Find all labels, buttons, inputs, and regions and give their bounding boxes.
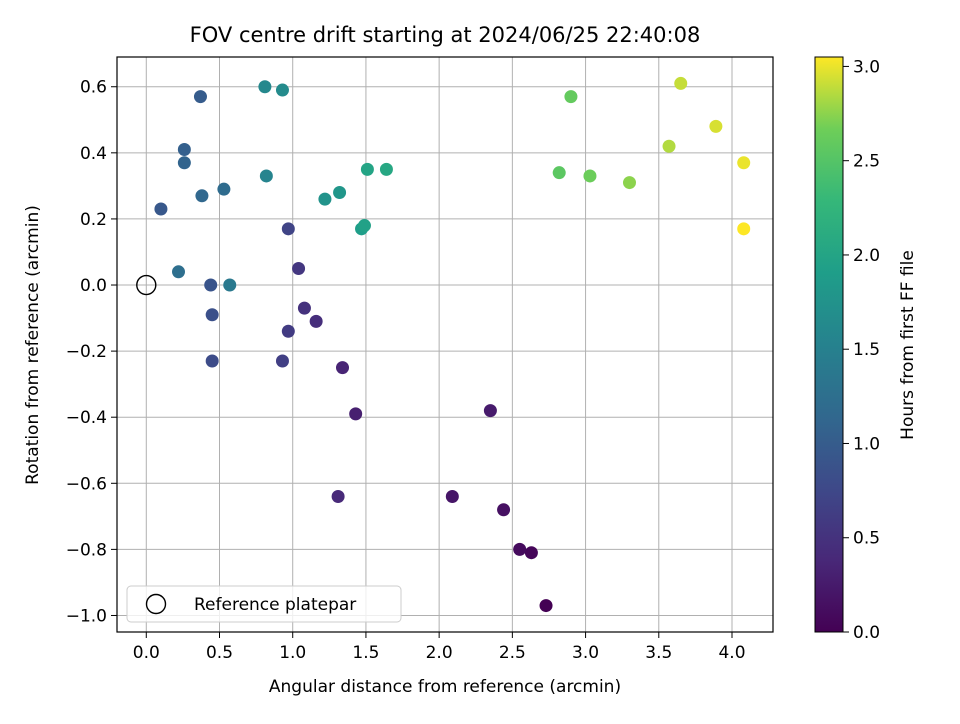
data-point	[177, 143, 191, 157]
data-point	[292, 261, 306, 275]
data-point	[709, 119, 723, 133]
colorbar-ticks: 0.0 0.5 1.0 1.5 2.0 2.5 3.0	[843, 57, 880, 643]
data-point	[275, 354, 289, 368]
legend-label: Reference platepar	[194, 595, 356, 615]
x-axis-label: Angular distance from reference (arcmin)	[269, 677, 621, 697]
data-point	[258, 80, 272, 94]
data-point	[318, 192, 332, 206]
data-point	[583, 169, 597, 183]
data-point	[737, 222, 751, 236]
y-tick-label: −0.4	[66, 408, 107, 428]
x-tick-label: 2.5	[499, 643, 526, 663]
data-point	[674, 76, 688, 90]
data-point	[309, 314, 323, 328]
x-tick-label: 0.0	[133, 643, 160, 663]
points-layer	[136, 76, 751, 613]
y-tick-label: −1.0	[66, 606, 107, 626]
legend-box	[126, 585, 402, 623]
y-tick-label: −0.8	[66, 540, 107, 560]
colorbar-gradient	[814, 56, 844, 633]
chart-title: FOV centre drift starting at 2024/06/25 …	[190, 23, 701, 47]
y-tick-label: 0.0	[80, 276, 107, 296]
data-point	[483, 404, 497, 418]
x-tick-label: 4.0	[718, 643, 745, 663]
data-point	[195, 189, 209, 203]
data-point	[297, 301, 311, 315]
colorbar-tick-label: 1.0	[853, 434, 880, 454]
data-point	[223, 278, 237, 292]
data-point	[177, 156, 191, 170]
data-point	[336, 361, 349, 375]
x-tick-label: 3.0	[572, 643, 599, 663]
data-point	[281, 324, 295, 338]
colorbar-tick-label: 0.0	[853, 623, 880, 643]
data-point	[205, 354, 219, 368]
colorbar-tick-label: 0.5	[853, 529, 880, 549]
x-tick-label: 0.5	[206, 643, 233, 663]
data-point	[349, 407, 363, 421]
y-tick-label: −0.2	[66, 342, 107, 362]
legend-marker-open-circle	[145, 593, 167, 615]
data-point	[497, 503, 511, 517]
data-point	[281, 222, 295, 236]
colorbar-label: Hours from first FF file	[898, 250, 918, 440]
data-point	[193, 90, 207, 104]
data-point	[360, 162, 374, 176]
data-point	[623, 176, 636, 190]
reference-platepar-marker	[136, 274, 157, 296]
y-axis-ticks: 0.6 0.4 0.2 0.0 −0.2 −0.4 −0.6 −0.8 −1.0	[66, 78, 117, 626]
x-tick-label: 2.0	[426, 643, 453, 663]
colorbar: 0.0 0.5 1.0 1.5 2.0 2.5 3.0 Hours from first F…	[814, 56, 918, 643]
y-tick-label: 0.6	[80, 78, 107, 98]
data-point	[205, 308, 219, 322]
grid-layer	[117, 57, 773, 632]
data-point	[172, 265, 185, 279]
data-point	[513, 542, 527, 556]
data-point	[737, 156, 751, 170]
colorbar-tick-label: 3.0	[853, 57, 880, 77]
data-point	[564, 90, 578, 104]
y-tick-label: 0.4	[80, 144, 107, 164]
x-tick-label: 1.0	[279, 643, 306, 663]
data-point	[217, 182, 231, 196]
data-point	[524, 546, 538, 560]
y-tick-label: −0.6	[66, 474, 107, 494]
data-point	[445, 490, 459, 504]
legend: Reference platepar	[126, 585, 402, 623]
y-tick-label: 0.2	[80, 210, 107, 230]
colorbar-tick-label: 2.5	[853, 152, 880, 172]
y-axis-label: Rotation from reference (arcmin)	[23, 205, 43, 485]
colorbar-tick-label: 2.0	[853, 246, 880, 266]
data-point	[552, 166, 566, 180]
data-point	[259, 169, 273, 183]
data-point	[379, 162, 393, 176]
colorbar-tick-label: 1.5	[853, 340, 880, 360]
data-point	[357, 219, 371, 233]
x-tick-label: 3.5	[645, 643, 672, 663]
x-tick-label: 1.5	[352, 643, 379, 663]
data-point	[333, 185, 347, 199]
data-point	[275, 83, 289, 97]
data-point	[154, 202, 168, 216]
data-point	[204, 278, 218, 292]
x-axis-ticks: 0.0 0.5 1.0 1.5 2.0 2.5 3.0 3.5 4.0	[133, 632, 746, 663]
data-point	[662, 139, 676, 153]
data-point	[331, 490, 345, 504]
plot-frame	[116, 56, 774, 633]
data-point	[539, 599, 553, 613]
